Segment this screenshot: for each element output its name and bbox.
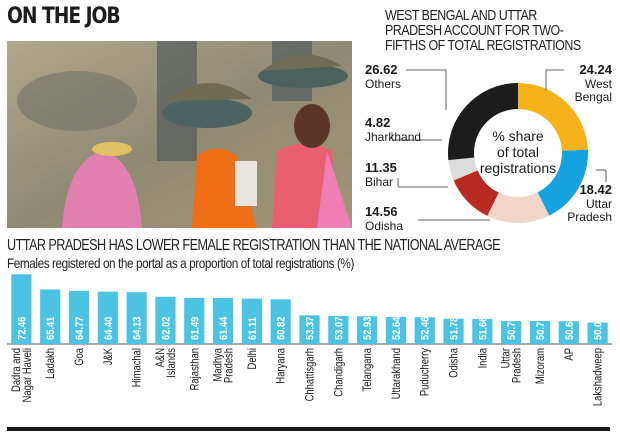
workers-photo bbox=[7, 41, 352, 228]
bar-category-label: Uttar bbox=[500, 348, 513, 369]
bar bbox=[299, 315, 320, 344]
donut-value-label: 14.56 bbox=[365, 204, 398, 219]
donut-center-label: registrations bbox=[480, 160, 556, 176]
bar-value-label: 52.64 bbox=[391, 316, 403, 340]
bar bbox=[40, 289, 61, 344]
bar-category-label: Islands bbox=[165, 348, 178, 378]
bar bbox=[443, 318, 464, 344]
bar-category-label: Pradesh bbox=[511, 348, 524, 383]
bar-value-label: 52.46 bbox=[420, 316, 432, 340]
donut-value-label: 26.62 bbox=[365, 62, 398, 77]
donut-slice-others bbox=[448, 83, 518, 161]
bar-value-label: 50.71 bbox=[535, 316, 547, 340]
bar-value-label: 50.75 bbox=[507, 316, 519, 340]
bar-category-label: Goa bbox=[73, 348, 86, 366]
donut-center-label: of total bbox=[497, 144, 539, 160]
bar bbox=[529, 321, 551, 344]
bar-category-label: Himachal bbox=[131, 348, 144, 387]
bar-value-label: 51.78 bbox=[449, 316, 461, 340]
donut-category-label: Uttar bbox=[586, 197, 612, 211]
bar-category-label: Nagar Haveli bbox=[21, 348, 34, 402]
bar bbox=[501, 320, 522, 344]
bar bbox=[212, 297, 234, 344]
bar-value-label: 61.49 bbox=[190, 316, 202, 340]
bar-value-label: 61.11 bbox=[247, 317, 259, 340]
page-title: ON THE JOB bbox=[7, 4, 121, 29]
donut-slice-uttar-pradesh bbox=[537, 149, 588, 216]
bar bbox=[126, 292, 147, 344]
donut-chart-title: WEST BENGAL AND UTTAR PRADESH ACCOUNT FO… bbox=[385, 8, 581, 54]
bar bbox=[587, 322, 608, 344]
bar bbox=[97, 291, 118, 344]
donut-category-label: West bbox=[585, 77, 613, 91]
bar-category-label: Ladakh bbox=[44, 348, 57, 379]
donut-value-label: 4.82 bbox=[365, 115, 390, 130]
bottom-rule bbox=[7, 427, 610, 431]
donut-category-label: Bihar bbox=[365, 175, 393, 189]
bar-value-label: 72.46 bbox=[17, 316, 29, 340]
bar-category-label: J&K bbox=[102, 348, 115, 365]
bar-category-label: Chandigarh bbox=[332, 348, 345, 397]
bar bbox=[357, 316, 378, 344]
bar-value-label: 64.77 bbox=[74, 316, 86, 340]
bar-category-label: Haryana bbox=[275, 348, 288, 384]
donut-value-label: 18.42 bbox=[579, 182, 612, 197]
bar-value-label: 65.41 bbox=[46, 316, 58, 340]
bar-value-label: 64.40 bbox=[103, 316, 115, 340]
bar-category-label: Uttarakhand bbox=[390, 348, 403, 399]
bar-value-label: 64.13 bbox=[132, 316, 144, 340]
donut-slice-odisha bbox=[487, 192, 550, 223]
bar bbox=[472, 318, 493, 344]
bar bbox=[68, 290, 90, 344]
bar-value-label: 53.37 bbox=[305, 316, 317, 340]
donut-value-label: 24.24 bbox=[579, 62, 612, 77]
donut-slice-bihar bbox=[453, 170, 499, 216]
bar-category-label: Mizoram bbox=[534, 348, 547, 384]
bar bbox=[270, 299, 291, 344]
bar bbox=[11, 274, 32, 344]
donut-category-label: Others bbox=[365, 77, 401, 91]
bar-value-label: 50.00 bbox=[593, 316, 605, 340]
bar-chart-subtitle: Females registered on the portal as a pr… bbox=[7, 255, 354, 271]
bar bbox=[558, 321, 579, 344]
bar-category-label: Pradesh bbox=[223, 348, 236, 383]
donut-category-label: Bengal bbox=[575, 90, 612, 104]
bar-category-label: AP bbox=[563, 348, 576, 361]
bar-chart-title: UTTAR PRADESH HAS LOWER FEMALE REGISTRAT… bbox=[7, 237, 501, 254]
bar-category-label: India bbox=[477, 348, 490, 369]
bar-category-label: Dadra and bbox=[10, 348, 23, 392]
bar-category-label: Odisha bbox=[448, 348, 461, 378]
bar bbox=[184, 297, 205, 344]
bar bbox=[241, 298, 262, 344]
bar-value-label: 62.02 bbox=[161, 316, 173, 340]
bar-category-label: Puducherry bbox=[419, 347, 432, 396]
workers-photo-illustration bbox=[7, 41, 352, 228]
bar-category-label: Delhi bbox=[246, 348, 259, 369]
donut-category-label: Jharkhand bbox=[365, 130, 421, 144]
donut-slice-jharkhand bbox=[448, 157, 478, 181]
bar-value-label: 51.66 bbox=[478, 316, 490, 340]
bar-value-label: 60.82 bbox=[276, 316, 288, 340]
donut-category-label: Pradesh bbox=[567, 210, 612, 224]
bar-category-label: Lakshadweep bbox=[592, 348, 605, 406]
bar bbox=[385, 316, 407, 344]
bar bbox=[414, 317, 435, 344]
bar-category-label: Telangana bbox=[361, 348, 374, 392]
donut-slice-west-bengal bbox=[518, 83, 588, 151]
bar-value-label: 61.44 bbox=[218, 316, 230, 340]
bar-value-label: 50.60 bbox=[564, 316, 576, 340]
bar-value-label: 52.93 bbox=[362, 316, 374, 340]
bar-category-label: Chhattisgarh bbox=[304, 348, 317, 402]
bar-category-label: Madhya bbox=[212, 348, 225, 382]
donut-center-label: % share bbox=[492, 128, 544, 144]
bar bbox=[155, 296, 176, 344]
donut-category-label: Odisha bbox=[365, 219, 403, 233]
donut-value-label: 11.35 bbox=[365, 160, 397, 175]
bar-category-label: Rajasthan bbox=[188, 348, 201, 391]
bar-category-label: A&N bbox=[154, 348, 167, 367]
bar bbox=[328, 315, 349, 344]
bar-value-label: 53.07 bbox=[334, 316, 346, 340]
